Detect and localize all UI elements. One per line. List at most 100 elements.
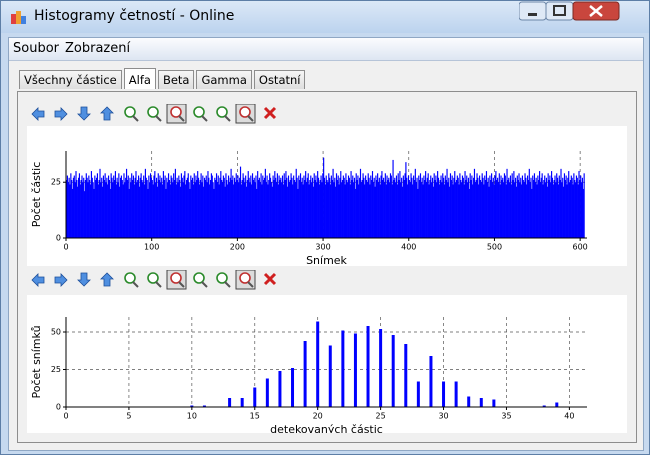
bar — [445, 180, 447, 238]
toolbar-button[interactable] — [31, 273, 45, 287]
bar — [448, 177, 450, 238]
bar — [104, 173, 106, 238]
bar — [457, 177, 459, 238]
bar — [346, 180, 348, 238]
bar — [121, 180, 123, 238]
zoom-handle — [132, 115, 139, 122]
bar — [461, 182, 463, 238]
tab[interactable]: Alfa — [123, 68, 156, 89]
bar — [340, 171, 342, 238]
bar — [405, 162, 407, 238]
toolbar-button[interactable] — [216, 106, 231, 122]
toolbar-button[interactable] — [216, 272, 231, 288]
bar — [479, 175, 481, 238]
toolbar-button[interactable] — [31, 107, 45, 121]
toolbar-button[interactable] — [147, 272, 162, 288]
bar — [554, 175, 556, 238]
tab[interactable]: Ostatní — [253, 70, 306, 89]
bar — [369, 184, 371, 238]
toolbar-button[interactable] — [166, 104, 187, 124]
toolbar-button[interactable] — [235, 104, 256, 124]
bar — [109, 188, 111, 238]
bar — [316, 321, 320, 407]
bar — [325, 175, 327, 238]
bar — [87, 182, 89, 238]
bar — [417, 188, 419, 238]
x-tick-label: 30 — [438, 412, 448, 421]
toolbar-button[interactable] — [193, 272, 208, 288]
bar — [360, 182, 362, 238]
bar — [533, 180, 535, 238]
bar — [576, 177, 578, 238]
bar — [425, 171, 427, 238]
bar — [429, 356, 433, 407]
bar — [250, 175, 252, 238]
toolbar-button[interactable] — [124, 272, 139, 288]
x-tick-label: 100 — [144, 243, 159, 252]
toolbar-button[interactable] — [100, 106, 114, 121]
bar — [414, 168, 416, 238]
bar — [539, 171, 541, 238]
bar — [122, 184, 124, 238]
bar — [228, 398, 232, 407]
bar — [287, 186, 289, 238]
tab[interactable]: Gamma — [196, 70, 252, 89]
toolbar-button[interactable] — [54, 273, 68, 287]
x-tick-label: 20 — [313, 412, 323, 421]
toolbar-button[interactable] — [77, 106, 91, 121]
bar — [200, 173, 202, 238]
tab[interactable]: Všechny částice — [19, 70, 122, 89]
tab[interactable]: Beta — [157, 70, 195, 89]
bar — [319, 180, 321, 238]
bar — [241, 180, 243, 238]
window-buttons[interactable] — [519, 1, 639, 23]
bar — [453, 177, 455, 238]
toolbar-button[interactable] — [166, 270, 187, 290]
bar — [280, 177, 282, 238]
toolbar-button[interactable] — [54, 107, 68, 121]
bar — [365, 180, 368, 238]
zoom-icon — [239, 106, 251, 118]
bar — [521, 184, 523, 238]
bar — [563, 186, 565, 238]
maximize-button[interactable] — [545, 1, 574, 21]
bar — [575, 175, 578, 238]
bar — [209, 184, 211, 238]
menu-item[interactable]: Zobrazení — [65, 41, 131, 56]
bar — [373, 177, 375, 238]
bar — [207, 171, 209, 238]
toolbar-button[interactable] — [100, 272, 114, 287]
x-tick-label: 40 — [564, 412, 574, 421]
bar — [143, 184, 146, 238]
zoom-handle — [178, 281, 185, 288]
bar — [526, 184, 528, 238]
toolbar-button[interactable] — [147, 106, 162, 122]
bar — [88, 175, 90, 238]
toolbar-button[interactable] — [124, 106, 139, 122]
bar — [493, 184, 495, 238]
toolbar-button[interactable] — [235, 270, 256, 290]
bar — [443, 177, 445, 238]
bar — [215, 180, 217, 238]
bar — [299, 180, 301, 238]
toolbar-button[interactable] — [77, 272, 91, 287]
zoom-handle — [201, 281, 208, 288]
zoom-icon — [147, 272, 159, 284]
bar — [193, 173, 195, 238]
toolbar-button[interactable] — [263, 106, 277, 120]
bar — [247, 171, 249, 238]
bar — [317, 177, 320, 238]
bar — [274, 171, 276, 238]
toolbar-button[interactable] — [263, 272, 277, 286]
minimize-button[interactable] — [519, 1, 547, 21]
bar — [103, 180, 105, 238]
bar — [254, 182, 256, 238]
bar — [430, 175, 432, 238]
bar — [242, 173, 244, 238]
bar — [265, 182, 267, 238]
bar — [261, 184, 263, 238]
toolbar-button[interactable] — [193, 106, 208, 122]
bar — [318, 184, 320, 238]
menu-item[interactable]: Soubor — [13, 41, 59, 56]
bar — [167, 182, 169, 238]
